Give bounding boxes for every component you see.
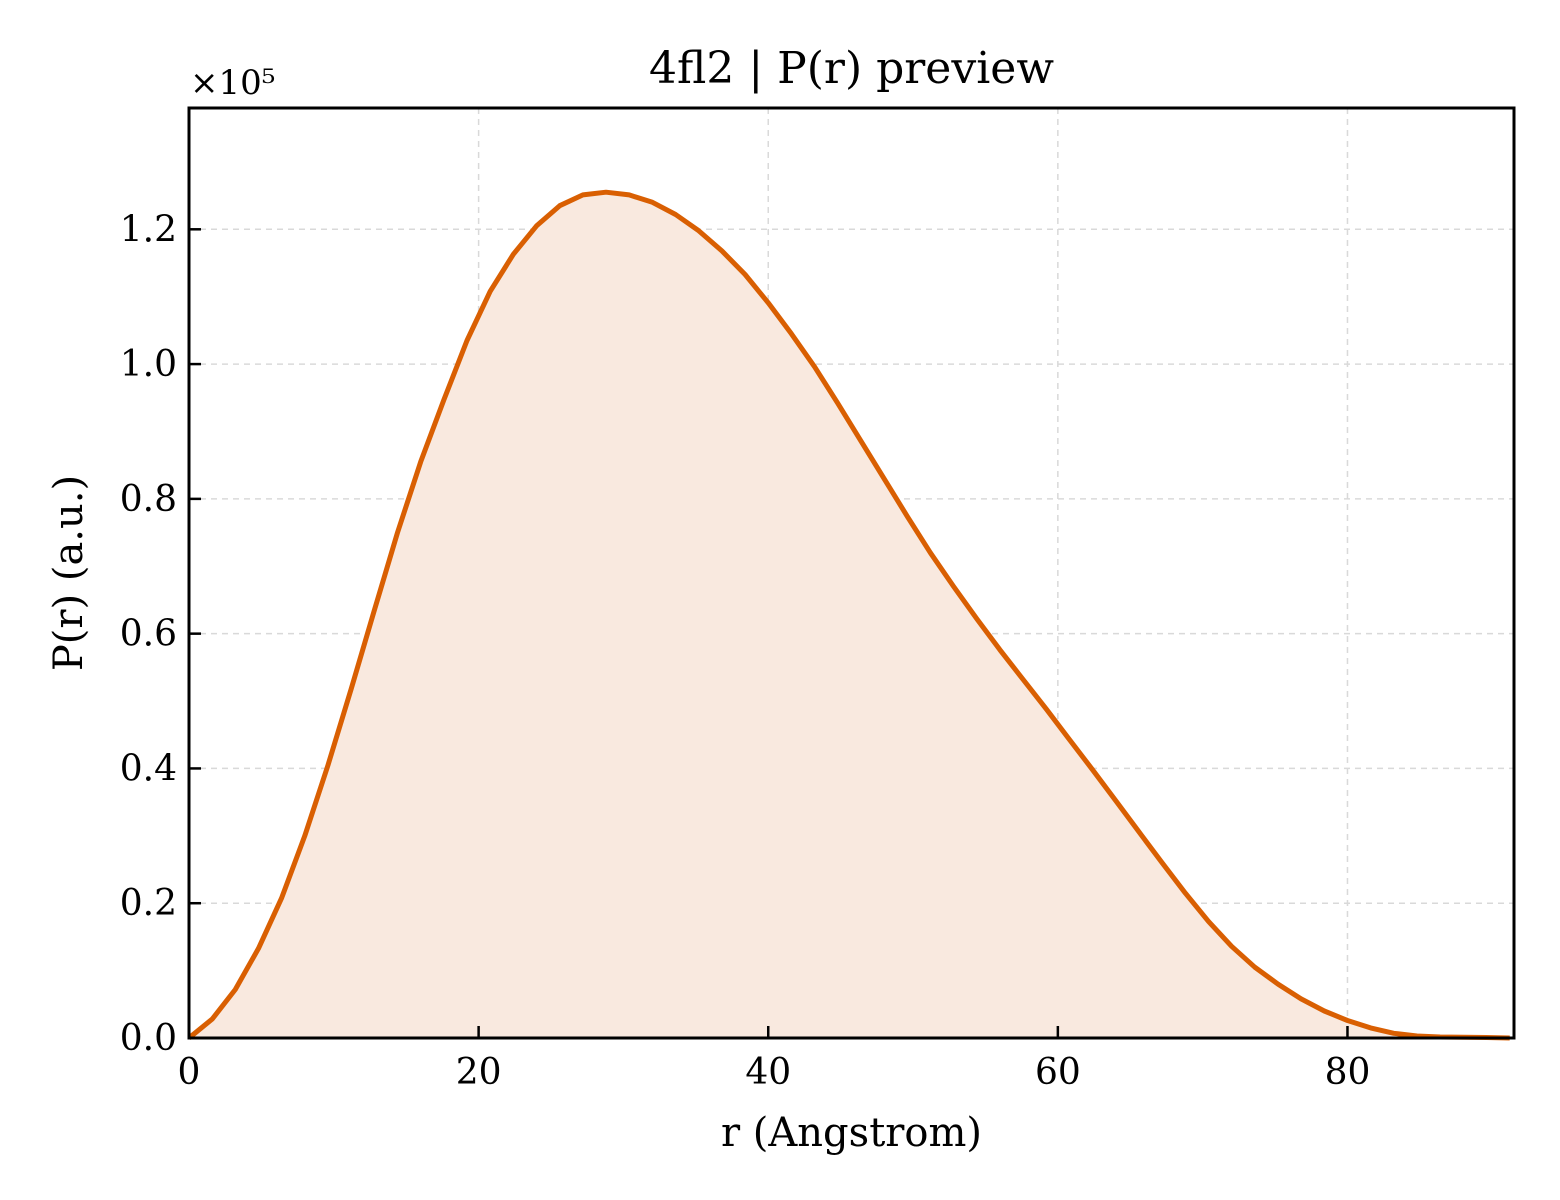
x-tick-label: 0 [178, 1052, 201, 1093]
x-tick-label: 60 [1035, 1052, 1081, 1093]
y-tick-label: 0.2 [120, 883, 177, 924]
y-tick-label: 0.0 [120, 1018, 177, 1059]
y-axis-label: P(r) (a.u.) [46, 475, 92, 671]
chart-title: 4fl2 | P(r) preview [649, 43, 1054, 94]
x-tick-label: 20 [456, 1052, 502, 1093]
pr-curve-line [187, 189, 1510, 1041]
y-tick-label: 1.2 [120, 209, 177, 250]
y-tick-label: 0.6 [120, 614, 177, 655]
y-tick-label: 0.8 [120, 479, 177, 520]
x-tick-label: 80 [1325, 1052, 1371, 1093]
x-tick-label: 40 [745, 1052, 791, 1093]
y-tick-label: 1.0 [120, 344, 177, 385]
y-axis-multiplier: ×10⁵ [190, 63, 275, 103]
pr-area-fill [189, 192, 1510, 1038]
axis-ticks: 0 20 40 60 80 0.0 0.2 0.4 0.6 0.8 1.0 1.2 [120, 209, 1371, 1093]
y-tick-label: 0.4 [120, 748, 177, 789]
plot-frame [187, 106, 1516, 1040]
x-axis-label: r (Angstrom) [721, 1110, 982, 1156]
